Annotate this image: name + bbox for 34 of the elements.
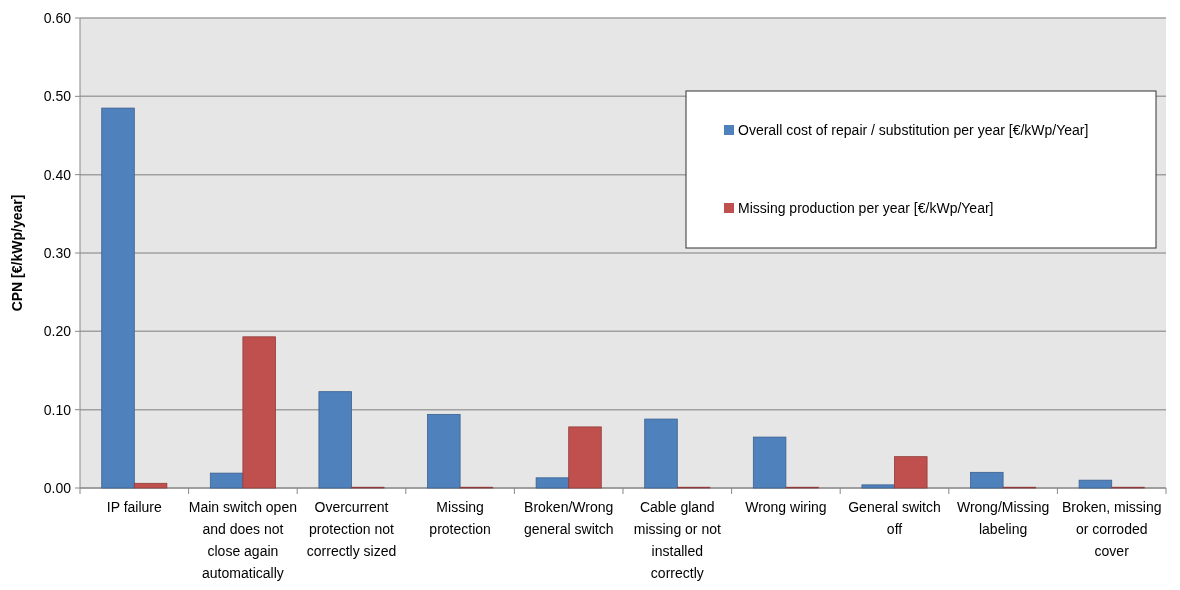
legend-label: Overall cost of repair / substitution per year [€/kWp/Year] (738, 121, 1089, 138)
x-tick-label: Missing protection (429, 499, 491, 537)
bar (242, 336, 276, 489)
y-tick-label: 0.60 (43, 9, 72, 26)
y-axis-title: CPN [€/kWp/year] (9, 194, 25, 312)
legend-label: Missing production per year [€/kWp/Year] (738, 199, 994, 216)
bar (644, 418, 678, 489)
bar (861, 484, 895, 489)
y-tick-label: 0.50 (43, 88, 72, 105)
x-tick-label: Main switch open and does not close again automatically (188, 499, 297, 581)
x-tick-label: General switch off (848, 499, 941, 537)
bar (970, 471, 1004, 489)
bar (133, 482, 168, 489)
bar (318, 391, 352, 489)
x-tick-label: Cable gland missing or not installed correctly (633, 499, 721, 581)
bar (752, 436, 787, 489)
y-tick-label: 0.40 (43, 166, 72, 183)
y-tick-label: 0.20 (43, 323, 72, 340)
bar (427, 413, 461, 489)
y-tick-label: 0.10 (43, 401, 72, 418)
x-tick-label: Broken/Wrong general switch (523, 499, 614, 537)
bar (101, 107, 135, 489)
x-tick-label: Wrong wiring (745, 499, 827, 515)
x-tick-label: IP failure (106, 499, 163, 515)
bar (568, 426, 602, 489)
y-tick-label: 0.30 (43, 244, 72, 261)
bar (209, 472, 244, 489)
x-tick-label: Broken, missing or corroded cover (1061, 499, 1162, 559)
y-tick-label: 0.00 (43, 479, 72, 496)
bar (535, 477, 570, 489)
bar (1078, 479, 1113, 489)
bar (894, 456, 928, 489)
x-tick-label: Overcurrent protection not correctly sized (306, 499, 397, 559)
x-tick-label: Wrong/Missing labeling (956, 499, 1050, 537)
